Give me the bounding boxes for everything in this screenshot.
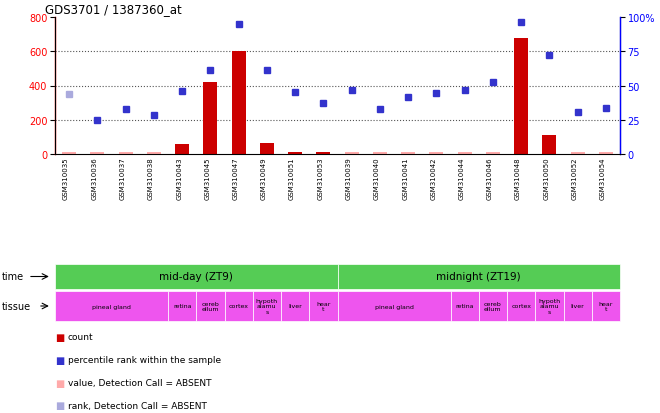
Bar [345,153,358,154]
Bar [543,136,556,154]
Bar [457,153,472,154]
Text: GSM310040: GSM310040 [374,157,380,199]
Text: liver: liver [571,304,585,309]
Text: pineal gland: pineal gland [375,304,413,309]
Text: retina: retina [173,304,191,309]
Bar [260,144,274,154]
Bar [570,153,585,154]
Text: cortex: cortex [511,304,531,309]
Text: hypoth
alamu
s: hypoth alamu s [539,298,560,315]
Bar [486,153,500,154]
Bar [90,153,104,154]
Bar [373,153,387,154]
Bar [175,145,189,154]
Text: GSM310038: GSM310038 [148,157,154,199]
Text: cereb
ellum: cereb ellum [201,301,219,312]
Text: time: time [2,272,24,282]
Text: percentile rank within the sample: percentile rank within the sample [68,356,221,364]
Bar [203,83,217,154]
Text: liver: liver [288,304,302,309]
Text: cortex: cortex [228,304,249,309]
Text: GSM310051: GSM310051 [289,157,295,199]
Bar [119,153,133,154]
Text: GSM310052: GSM310052 [572,157,578,199]
Bar [288,153,302,154]
Text: mid-day (ZT9): mid-day (ZT9) [159,272,233,282]
Text: ■: ■ [55,400,64,411]
Text: GSM310048: GSM310048 [515,157,521,199]
Text: hear
t: hear t [599,301,613,312]
Text: value, Detection Call = ABSENT: value, Detection Call = ABSENT [68,378,211,387]
Text: ■: ■ [55,377,64,388]
Text: GSM310050: GSM310050 [543,157,549,199]
Text: hear
t: hear t [316,301,331,312]
Bar [429,153,444,154]
Text: GSM310053: GSM310053 [317,157,323,199]
Bar [401,153,415,154]
Bar [232,52,246,154]
Text: GSM310044: GSM310044 [459,157,465,199]
Text: GSM310047: GSM310047 [232,157,239,199]
Text: count: count [68,333,94,342]
Bar [599,153,613,154]
Text: GSM310039: GSM310039 [346,157,352,199]
Text: midnight (ZT19): midnight (ZT19) [436,272,521,282]
Text: GSM310035: GSM310035 [63,157,69,199]
Text: GSM310036: GSM310036 [91,157,98,199]
Text: GSM310049: GSM310049 [261,157,267,199]
Text: ■: ■ [55,355,64,365]
Bar [316,153,331,154]
Text: GSM310043: GSM310043 [176,157,182,199]
Text: hypoth
alamu
s: hypoth alamu s [256,298,278,315]
Text: GDS3701 / 1387360_at: GDS3701 / 1387360_at [45,3,182,16]
Text: cereb
ellum: cereb ellum [484,301,502,312]
Text: rank, Detection Call = ABSENT: rank, Detection Call = ABSENT [68,401,207,410]
Bar [147,153,161,154]
Text: ■: ■ [55,332,64,342]
Text: GSM310037: GSM310037 [119,157,125,199]
Text: tissue: tissue [2,301,31,311]
Text: GSM310045: GSM310045 [205,157,211,199]
Bar [62,153,76,154]
Text: GSM310046: GSM310046 [487,157,493,199]
Text: retina: retina [455,304,474,309]
Text: GSM310054: GSM310054 [600,157,606,199]
Text: pineal gland: pineal gland [92,304,131,309]
Text: GSM310042: GSM310042 [430,157,436,199]
Bar [514,38,528,154]
Text: GSM310041: GSM310041 [402,157,408,199]
